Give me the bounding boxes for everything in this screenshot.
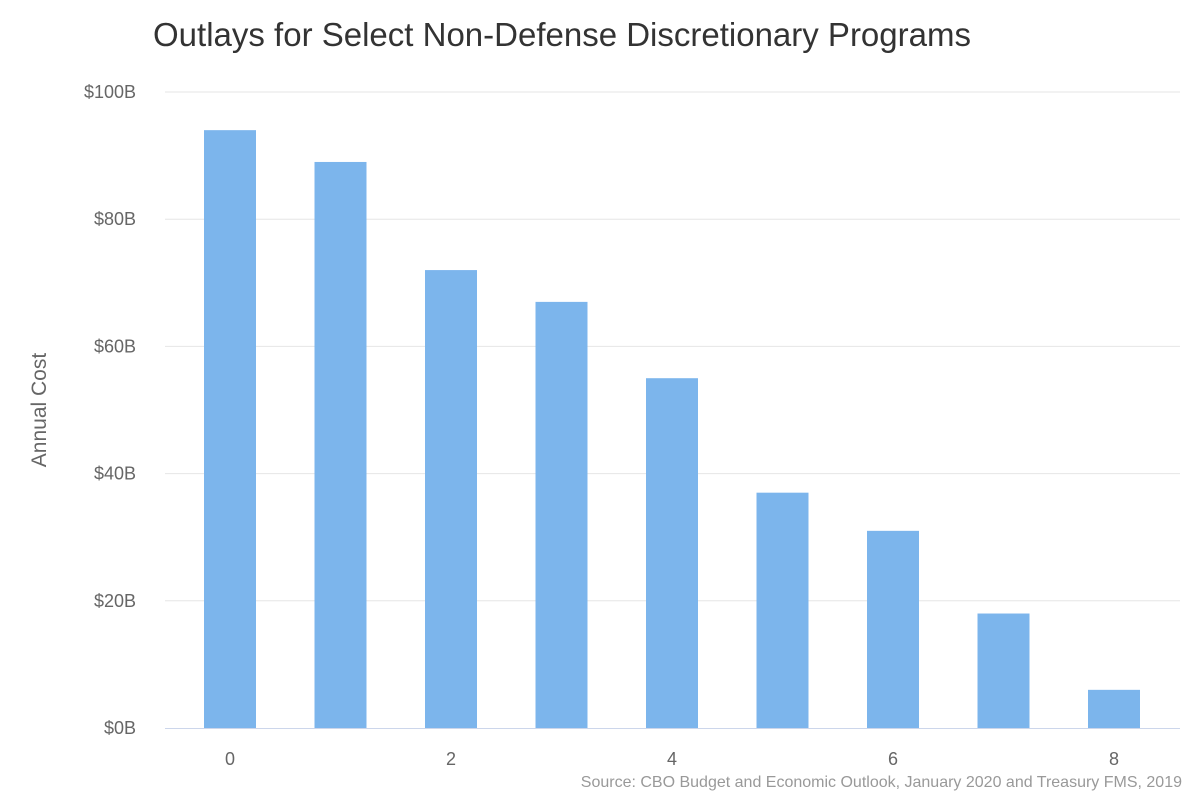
y-tick-label: $60B [94,336,136,356]
y-tick-label: $0B [104,718,136,738]
x-tick-label: 4 [667,749,677,769]
bar[interactable] [1088,689,1140,728]
bar[interactable] [756,492,809,728]
bar[interactable] [314,161,367,728]
x-tick-label: 0 [225,749,235,769]
bars [204,130,1140,728]
y-tick-label: $100B [84,82,136,102]
bar[interactable] [204,130,256,728]
x-tick-label: 6 [888,749,898,769]
axes: $0B $20B $40B $60B $80B $100B 0 2 4 6 8 [84,82,1180,769]
bar[interactable] [425,270,477,728]
bar[interactable] [867,530,919,728]
source-note: Source: CBO Budget and Economic Outlook,… [580,774,1182,791]
chart-title: Outlays for Select Non-Defense Discretio… [153,16,971,53]
bar[interactable] [646,378,698,728]
x-tick-label: 2 [446,749,456,769]
y-tick-label: $40B [94,464,136,484]
x-tick-label: 8 [1109,749,1119,769]
y-tick-label: $20B [94,591,136,611]
y-tick-label: $80B [94,209,136,229]
bar[interactable] [977,613,1030,728]
bar[interactable] [535,301,588,728]
